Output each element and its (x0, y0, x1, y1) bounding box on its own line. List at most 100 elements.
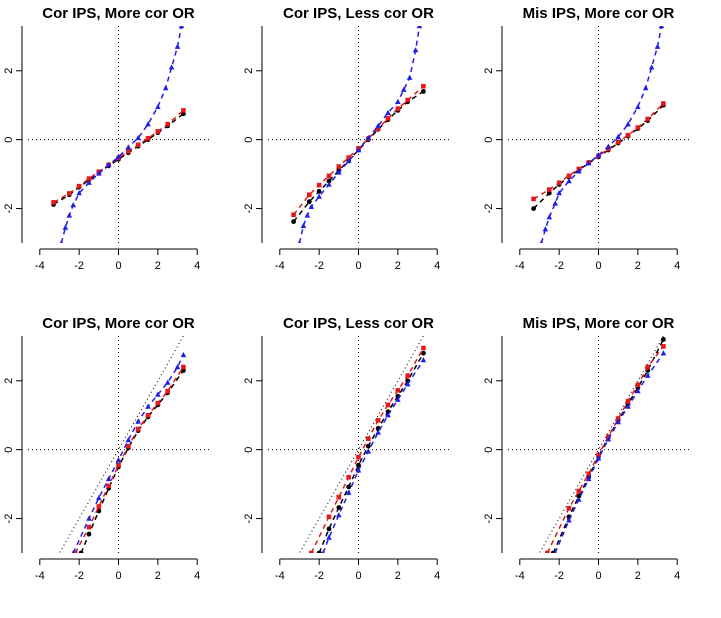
point-red (645, 364, 650, 370)
point-red (531, 196, 536, 202)
x-tick-label: 2 (395, 570, 401, 582)
point-red (106, 483, 111, 489)
y-tick-label: 0 (243, 137, 255, 143)
point-black (78, 550, 84, 553)
point-blue (308, 203, 315, 210)
point-blue (605, 143, 612, 149)
point-blue (96, 170, 102, 176)
point-red (661, 344, 666, 349)
point-blue (300, 222, 307, 228)
x-axis: -4 -2 0 2 4 (515, 558, 680, 582)
point-red (76, 183, 82, 189)
x-tick-label: 0 (595, 260, 601, 272)
series-line-red (533, 102, 664, 200)
point-blue (420, 357, 427, 363)
panel-4: Cor IPS, More cor OR -4 -2 0 2 4 -2 0 2 (3, 315, 209, 582)
point-blue (105, 475, 112, 482)
point-blue (365, 448, 372, 454)
point-red (421, 345, 426, 351)
point-red (116, 462, 121, 468)
point-blue (326, 181, 332, 187)
point-black (421, 89, 426, 94)
x-tick-label: 2 (155, 570, 161, 582)
point-red (375, 418, 381, 423)
point-blue (297, 240, 302, 243)
point-blue (375, 429, 381, 435)
series-blue (539, 26, 665, 243)
y-tick-label: 0 (243, 447, 255, 453)
point-red (181, 364, 186, 370)
point-black (531, 206, 536, 211)
point-blue (416, 26, 423, 29)
x-tick-label: 2 (395, 260, 401, 272)
point-blue (86, 179, 92, 185)
panel-title: Cor IPS, More cor OR (42, 5, 195, 22)
panel-title: Cor IPS, Less cor OR (283, 315, 434, 332)
series-red (308, 345, 426, 553)
point-red (635, 125, 641, 130)
point-black (365, 443, 371, 449)
series-black (291, 89, 426, 225)
point-blue (115, 457, 122, 463)
y-tick-label: 2 (3, 68, 15, 74)
point-black (661, 337, 666, 342)
y-tick-label: 0 (3, 137, 15, 143)
x-tick-label: 4 (194, 260, 200, 272)
y-axis: -2 0 2 (243, 26, 263, 243)
y-tick-label: 2 (483, 378, 495, 384)
point-red (145, 135, 151, 141)
point-red (661, 101, 666, 106)
point-red (86, 176, 92, 181)
point-red (385, 402, 391, 408)
point-red (155, 129, 161, 134)
point-black (291, 219, 296, 225)
y-tick-label: 0 (483, 137, 495, 143)
point-blue (155, 103, 161, 110)
x-axis: -4 -2 0 2 4 (35, 558, 200, 582)
point-red (51, 200, 56, 205)
point-black (306, 199, 312, 205)
point-red (566, 173, 572, 179)
y-tick-label: 2 (243, 68, 255, 74)
point-blue (395, 98, 401, 104)
point-red (291, 212, 296, 218)
point-blue (595, 152, 602, 158)
point-blue (375, 122, 381, 129)
point-blue (642, 85, 649, 91)
point-red (165, 388, 170, 394)
point-red (545, 550, 550, 553)
point-blue (336, 169, 342, 175)
panel-title: Mis IPS, More cor OR (523, 5, 675, 22)
point-red (385, 116, 391, 121)
panel-1: Cor IPS, More cor OR -4 -2 0 2 4 -2 0 2 (3, 5, 209, 272)
point-red (346, 155, 351, 160)
y-axis: -2 0 2 (3, 336, 23, 553)
point-red (145, 412, 151, 418)
x-axis: -4 -2 0 2 4 (275, 248, 440, 272)
point-blue (125, 437, 132, 443)
point-black (316, 188, 322, 194)
point-blue (135, 418, 141, 424)
y-tick-label: 2 (3, 378, 15, 384)
series-line-blue (322, 359, 425, 553)
series-red (72, 364, 186, 553)
point-red (72, 550, 78, 553)
point-black (421, 350, 426, 356)
x-tick-label: -4 (35, 570, 45, 582)
point-red (576, 488, 582, 494)
point-red (86, 524, 92, 530)
point-black (346, 484, 352, 490)
point-blue (115, 153, 122, 160)
point-blue (178, 26, 185, 29)
series-blue (71, 351, 187, 553)
x-tick-label: -4 (35, 260, 45, 272)
y-tick-label: 2 (483, 68, 495, 74)
x-axis: -4 -2 0 2 4 (515, 248, 680, 272)
point-blue (174, 364, 181, 370)
panel-title: Cor IPS, More cor OR (42, 315, 195, 332)
series-line-blue (72, 354, 185, 553)
point-black (336, 505, 342, 510)
point-blue (635, 103, 641, 110)
x-tick-label: -4 (275, 570, 285, 582)
point-blue (625, 403, 631, 409)
